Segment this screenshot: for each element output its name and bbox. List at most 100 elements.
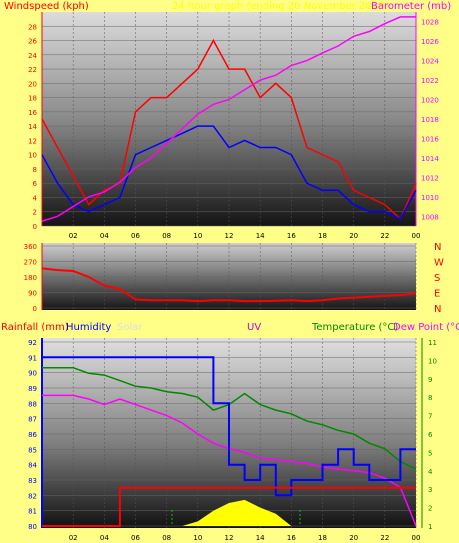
panel2-left-tick-label: 360 bbox=[24, 243, 37, 251]
panel3-right-tick-label: 9 bbox=[428, 376, 432, 384]
panel3-x-tick-label: 08 bbox=[162, 534, 171, 542]
panel2-left-tick-label: 180 bbox=[24, 274, 37, 282]
panel3-x-tick-label: 04 bbox=[100, 534, 109, 542]
uv-axis-label: UV bbox=[247, 322, 261, 333]
compass-label: N bbox=[434, 304, 441, 315]
chart-title: 24 hour graph (ending 20 November 2019) bbox=[172, 1, 388, 12]
panel3-x-tick-label: 00 bbox=[412, 534, 421, 542]
panel2-left-tick-label: 270 bbox=[24, 259, 37, 267]
panel3-left-tick-label: 84 bbox=[28, 462, 37, 470]
panel3-x-axis: 02 04 06 08 10 12 14 16 18 20 22 00 bbox=[69, 534, 421, 542]
panel3-left-tick-label: 85 bbox=[28, 446, 37, 454]
panel1-x-tick-label: 16 bbox=[287, 232, 296, 240]
panel3-right-tick-label: 7 bbox=[428, 413, 432, 421]
panel2-gridlines bbox=[42, 243, 417, 310]
panel2-left-axis: 0 90 180 270 360 bbox=[24, 243, 43, 313]
panel1-x-tick-label: 20 bbox=[349, 232, 358, 240]
panel3-right-tick-label: 11 bbox=[428, 339, 437, 347]
panel3-right-tick-label: 4 bbox=[428, 468, 433, 476]
panel3-x-tick-label: 18 bbox=[318, 534, 327, 542]
solar-axis-label: Solar bbox=[117, 322, 143, 333]
panel3-left-tick-label: 83 bbox=[28, 477, 37, 485]
panel1-right-tick-label: 1016 bbox=[421, 135, 439, 143]
panel3-x-tick-label: 06 bbox=[131, 534, 140, 542]
panel3-left-tick-label: 88 bbox=[28, 400, 37, 408]
panel3-right-tick-label: 3 bbox=[428, 486, 432, 494]
panel1-left-tick-label: 8 bbox=[33, 166, 37, 174]
panel1-right-tick-label: 1026 bbox=[421, 38, 439, 46]
panel3-right-tick-label: 6 bbox=[428, 431, 433, 439]
solar-area bbox=[42, 499, 416, 526]
panel1-x-tick-label: 00 bbox=[412, 232, 421, 240]
compass-label: S bbox=[434, 273, 440, 284]
panel1-right-tick-label: 1008 bbox=[421, 213, 439, 221]
panel1-left-tick-label: 20 bbox=[28, 80, 37, 88]
panel3-x-tick-label: 16 bbox=[287, 534, 296, 542]
panel1-right-axis: 1008 1010 1012 1014 1016 1018 1020 1022 1024 1026… bbox=[415, 12, 439, 226]
panel1-right-tick-label: 1028 bbox=[421, 19, 439, 27]
panel3-x-tick-label: 12 bbox=[225, 534, 234, 542]
panel1-left-tick-label: 0 bbox=[33, 223, 37, 231]
panel1-right-tick-label: 1022 bbox=[421, 77, 439, 85]
panel1-left-tick-label: 12 bbox=[28, 137, 37, 145]
panel3-left-tick-label: 86 bbox=[28, 431, 37, 439]
panel3-left-tick-label: 89 bbox=[28, 385, 37, 393]
panel3-right-tick-label: 8 bbox=[428, 394, 432, 402]
barometer-series-line bbox=[41, 16, 416, 222]
panel3-right-tick-label: 5 bbox=[428, 449, 432, 457]
humidity-axis-label: Humidity bbox=[66, 322, 111, 333]
panel3-left-tick-label: 80 bbox=[28, 523, 37, 531]
panel1-gridlines bbox=[42, 12, 417, 227]
panel1-left-tick-label: 4 bbox=[33, 194, 38, 202]
windspeed-axis-label: Windspeed (kph) bbox=[4, 1, 89, 12]
average-series-line bbox=[41, 125, 417, 220]
panel2-left-tick-label: 90 bbox=[28, 290, 37, 298]
panel1-left-tick-label: 24 bbox=[28, 52, 37, 60]
panel1-x-tick-label: 18 bbox=[318, 232, 327, 240]
panel3-x-tick-label: 20 bbox=[349, 534, 358, 542]
panel3-right-tick-label: 1 bbox=[428, 523, 432, 531]
panel1-left-tick-label: 28 bbox=[28, 23, 37, 31]
panel1-left-tick-label: 6 bbox=[33, 180, 38, 188]
panel3-right-tick-label: 10 bbox=[428, 357, 437, 365]
panel1-left-tick-label: 22 bbox=[28, 66, 37, 74]
panel2-left-tick-label: 0 bbox=[33, 305, 37, 313]
temperature-axis-label: Temperature (°C) bbox=[311, 322, 398, 333]
panel1-x-axis: 02 04 06 08 10 12 14 16 18 20 22 00 bbox=[69, 232, 421, 240]
panel3-left-tick-label: 82 bbox=[28, 492, 37, 500]
panel1-x-tick-label: 02 bbox=[69, 232, 78, 240]
panel1-right-tick-label: 1012 bbox=[421, 174, 439, 182]
panel1-right-tick-label: 1020 bbox=[421, 97, 439, 105]
compass-label: N bbox=[434, 242, 441, 253]
panel1-x-tick-label: 04 bbox=[100, 232, 109, 240]
panel1-right-tick-label: 1024 bbox=[421, 58, 439, 66]
panel1-left-tick-label: 16 bbox=[28, 109, 37, 117]
panel3-x-tick-label: 22 bbox=[380, 534, 389, 542]
panel3-x-tick-label: 10 bbox=[193, 534, 202, 542]
barometer-axis-label: Barometer (mb) bbox=[371, 1, 451, 12]
panel1-left-tick-label: 10 bbox=[28, 152, 37, 160]
panel1-x-tick-label: 12 bbox=[225, 232, 234, 240]
panel3-left-tick-label: 91 bbox=[28, 354, 37, 362]
panel1-left-tick-label: 14 bbox=[28, 123, 37, 131]
wind-direction-line bbox=[41, 267, 417, 303]
panel1-right-tick-label: 1010 bbox=[421, 194, 439, 202]
panel3-left-tick-label: 81 bbox=[28, 508, 37, 516]
panel1-x-tick-label: 08 bbox=[162, 232, 171, 240]
panel1-x-tick-label: 14 bbox=[256, 232, 265, 240]
panel3-right-axis: 1 2 3 4 5 6 7 8 9 10 11 bbox=[421, 338, 437, 531]
panel1-left-tick-label: 26 bbox=[28, 38, 37, 46]
panel3-x-tick-label: 02 bbox=[69, 534, 78, 542]
panel1-left-tick-label: 18 bbox=[28, 95, 37, 103]
panel1-right-tick-label: 1018 bbox=[421, 116, 439, 124]
panel1-x-tick-label: 22 bbox=[380, 232, 389, 240]
panel1-left-tick-label: 2 bbox=[33, 209, 37, 217]
rainfall-series-line bbox=[42, 486, 416, 527]
humidity-series-line bbox=[42, 356, 416, 497]
gust-series-line bbox=[41, 38, 417, 221]
panel3-left-axis: 80 81 82 83 84 85 86 87 88 89 90 91 92 bbox=[28, 338, 43, 531]
compass-label: E bbox=[434, 289, 440, 300]
